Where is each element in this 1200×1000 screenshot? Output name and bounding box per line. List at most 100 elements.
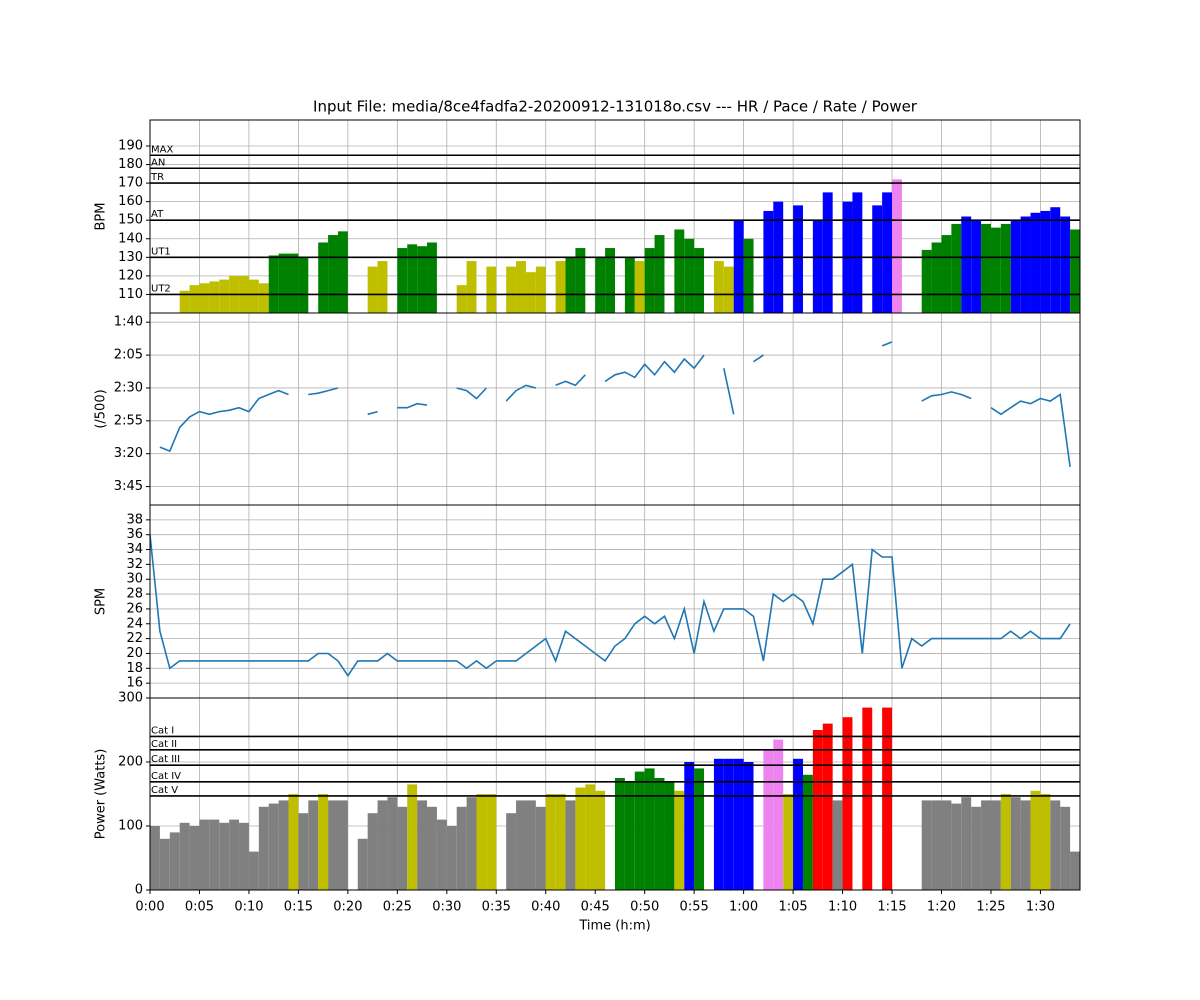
y-tick-label: 120 <box>118 268 143 283</box>
area-bar <box>951 223 962 313</box>
area-bar <box>892 179 902 313</box>
zone-label: UT2 <box>151 283 171 294</box>
x-tick-label: 0:50 <box>630 900 659 915</box>
line <box>149 534 1071 678</box>
area-bar <box>199 283 210 313</box>
x-tick-label: 0:30 <box>432 900 461 915</box>
y-tick-label: 36 <box>126 527 143 542</box>
x-tick-label: 0:10 <box>234 900 263 915</box>
line <box>753 354 764 363</box>
area-bar <box>733 758 744 890</box>
area-bar <box>882 707 893 890</box>
x-tick-label: 0:20 <box>333 900 362 915</box>
area-bar <box>615 778 625 890</box>
area-bar <box>624 257 635 313</box>
area-bar <box>248 851 259 890</box>
area-bar <box>990 800 1001 890</box>
y-axis-label: SPM <box>94 588 109 615</box>
line <box>367 410 378 416</box>
x-tick-label: 0:00 <box>135 900 164 915</box>
area-bar <box>367 266 378 313</box>
area-bar <box>743 762 754 890</box>
area-bar <box>427 242 437 313</box>
area-bar <box>466 797 477 890</box>
area-bar <box>664 781 675 890</box>
area-bar <box>209 281 220 313</box>
x-tick-label: 0:25 <box>383 900 412 915</box>
area-bar <box>1040 210 1051 313</box>
area-bar <box>377 261 388 313</box>
y-axis-label: BPM <box>94 203 109 231</box>
area-bar <box>990 227 1001 313</box>
area-bar <box>407 244 418 313</box>
line <box>881 341 893 347</box>
y-tick-label: 300 <box>118 691 143 706</box>
x-tick-label: 0:15 <box>284 900 313 915</box>
area-bar <box>822 723 833 890</box>
area-bar <box>822 192 833 313</box>
area-bar <box>713 758 724 890</box>
y-tick-label: 18 <box>126 661 143 676</box>
x-tick-label: 0:35 <box>482 900 511 915</box>
y-tick-label: 30 <box>126 572 143 587</box>
area-bar <box>1040 794 1051 890</box>
y-tick-label: 150 <box>118 213 143 228</box>
area-bar <box>852 192 863 313</box>
y-tick-label: 0 <box>135 883 143 898</box>
line <box>921 391 972 402</box>
area-bar <box>832 800 843 890</box>
zone-label: AT <box>151 209 164 220</box>
area-bar <box>506 266 517 313</box>
area-bar <box>723 266 734 313</box>
y-tick-label: 1:40 <box>114 315 143 330</box>
line <box>990 393 1071 468</box>
area-bar <box>248 279 259 313</box>
area-bar <box>733 220 744 313</box>
area-bar <box>763 210 774 313</box>
area-bar <box>862 707 873 890</box>
y-tick-label: 200 <box>118 755 143 770</box>
area-bar <box>516 261 526 313</box>
area-bar <box>239 822 249 890</box>
area-bar <box>219 279 230 313</box>
area-bar <box>981 800 991 890</box>
y-tick-label: 110 <box>118 287 143 302</box>
area-bar <box>921 249 932 313</box>
x-tick-label: 1:00 <box>729 900 758 915</box>
area-bar <box>258 806 269 890</box>
area-bar <box>308 800 319 890</box>
area-bar <box>268 803 279 890</box>
plot-area <box>150 505 1080 698</box>
line <box>723 368 735 415</box>
area-bar <box>684 762 695 890</box>
area-bar <box>328 235 338 313</box>
x-tick-label: 0:05 <box>185 900 214 915</box>
chart-title: Input File: media/8ce4fadfa2-20200912-13… <box>313 98 918 116</box>
area-bar <box>417 246 428 313</box>
plot-frame <box>149 697 1081 891</box>
area-bar <box>199 819 210 890</box>
area-bar <box>555 794 566 890</box>
area-bar <box>1020 800 1031 890</box>
y-tick-label: 2:30 <box>114 380 143 395</box>
y-tick-label: 2:05 <box>114 348 143 363</box>
area-bar <box>466 261 477 313</box>
y-tick-label: 170 <box>118 176 143 191</box>
area-bar <box>694 248 705 313</box>
area-bar <box>427 806 437 890</box>
x-tick-label: 1:10 <box>828 900 857 915</box>
area-bar <box>783 794 794 890</box>
area-bar <box>357 838 368 890</box>
area-bar <box>585 784 596 890</box>
area-bar <box>278 253 289 313</box>
zone-label: Cat IV <box>151 771 181 782</box>
area-bar <box>1050 800 1061 890</box>
zone-label: Cat III <box>151 754 180 765</box>
area-bar <box>209 819 220 890</box>
area-bar <box>595 257 606 313</box>
area-bar <box>1030 212 1041 313</box>
zone-label: Cat V <box>151 785 178 796</box>
area-bar <box>565 800 576 890</box>
area-bar <box>268 255 279 313</box>
y-axis-label: (/500) <box>94 389 109 428</box>
